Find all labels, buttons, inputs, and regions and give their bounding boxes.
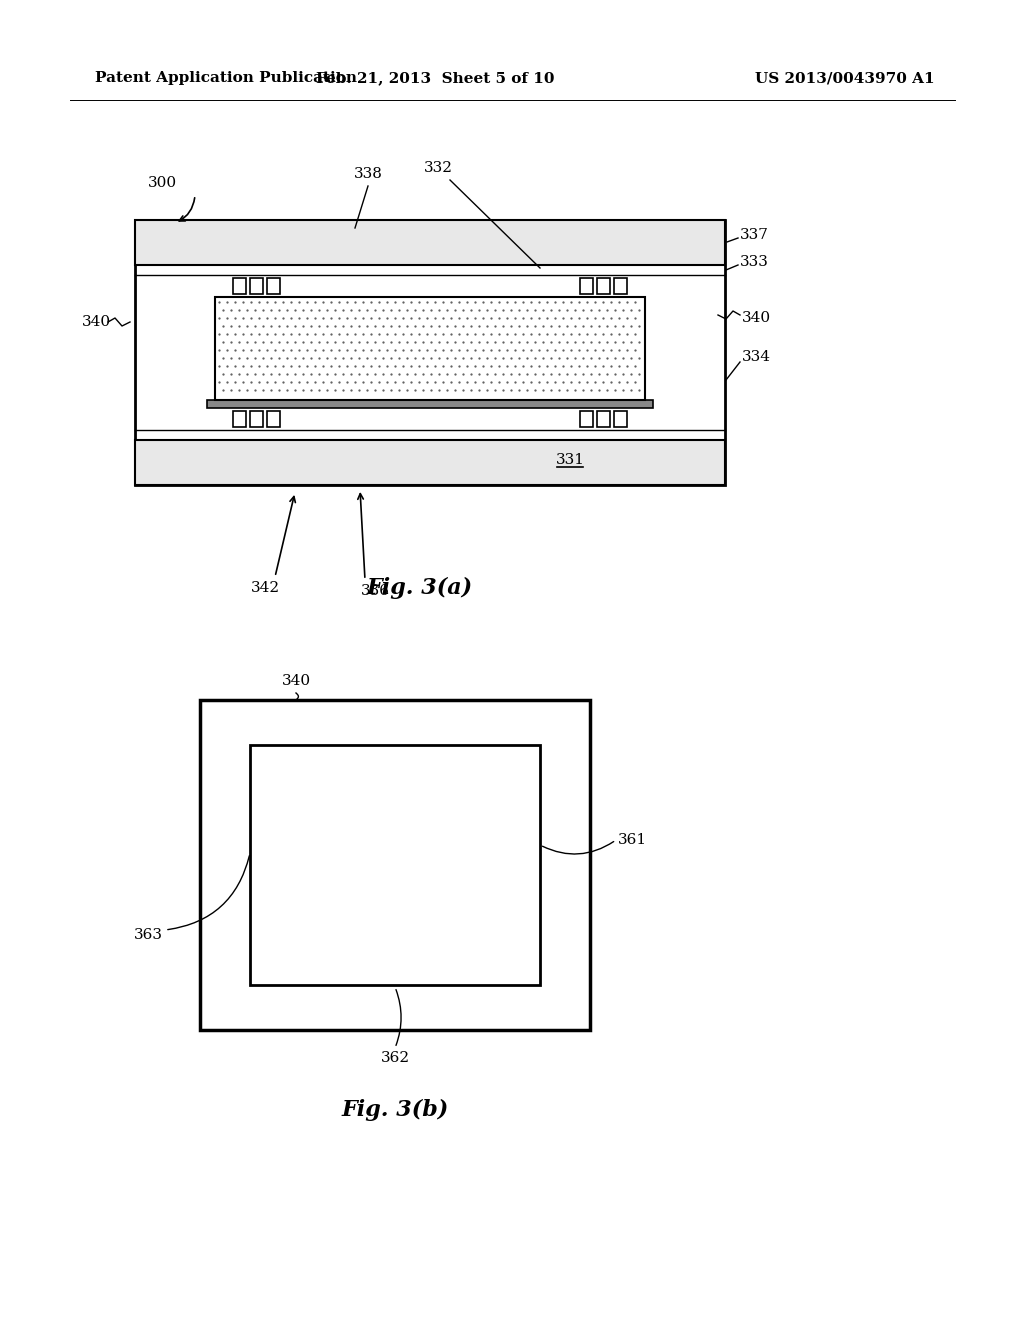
Text: 340: 340 — [742, 312, 771, 325]
Text: 331: 331 — [555, 453, 585, 467]
Text: 336: 336 — [360, 583, 389, 598]
Text: 337: 337 — [740, 228, 769, 242]
Text: 340: 340 — [82, 315, 112, 329]
Bar — [250, 279, 263, 294]
Bar — [135, 220, 725, 265]
Bar — [597, 411, 610, 426]
Bar — [215, 297, 645, 400]
Bar — [580, 279, 593, 294]
Bar — [135, 220, 725, 484]
Text: 332: 332 — [424, 161, 453, 176]
Text: Fig. 3(b): Fig. 3(b) — [341, 1100, 449, 1121]
Text: Patent Application Publication: Patent Application Publication — [95, 71, 357, 84]
Bar — [614, 279, 627, 294]
Text: 333: 333 — [740, 255, 769, 269]
Text: Fig. 3(a): Fig. 3(a) — [367, 577, 473, 599]
Bar — [233, 279, 246, 294]
Bar — [614, 411, 627, 426]
Text: 342: 342 — [251, 581, 280, 595]
Text: Feb. 21, 2013  Sheet 5 of 10: Feb. 21, 2013 Sheet 5 of 10 — [315, 71, 554, 84]
Text: 362: 362 — [381, 1051, 410, 1065]
Bar — [233, 411, 246, 426]
Text: 340: 340 — [282, 675, 310, 688]
Bar — [250, 411, 263, 426]
Text: 361: 361 — [618, 833, 647, 847]
Bar — [250, 744, 540, 985]
Text: 300: 300 — [148, 176, 177, 190]
Bar — [597, 279, 610, 294]
Bar — [135, 440, 725, 484]
Bar — [580, 411, 593, 426]
Text: 334: 334 — [742, 350, 771, 364]
Bar — [207, 400, 653, 408]
Text: 338: 338 — [353, 168, 382, 181]
Bar — [200, 700, 590, 1030]
Text: 363: 363 — [133, 928, 163, 942]
Bar — [267, 411, 280, 426]
Text: US 2013/0043970 A1: US 2013/0043970 A1 — [755, 71, 935, 84]
Bar — [267, 279, 280, 294]
